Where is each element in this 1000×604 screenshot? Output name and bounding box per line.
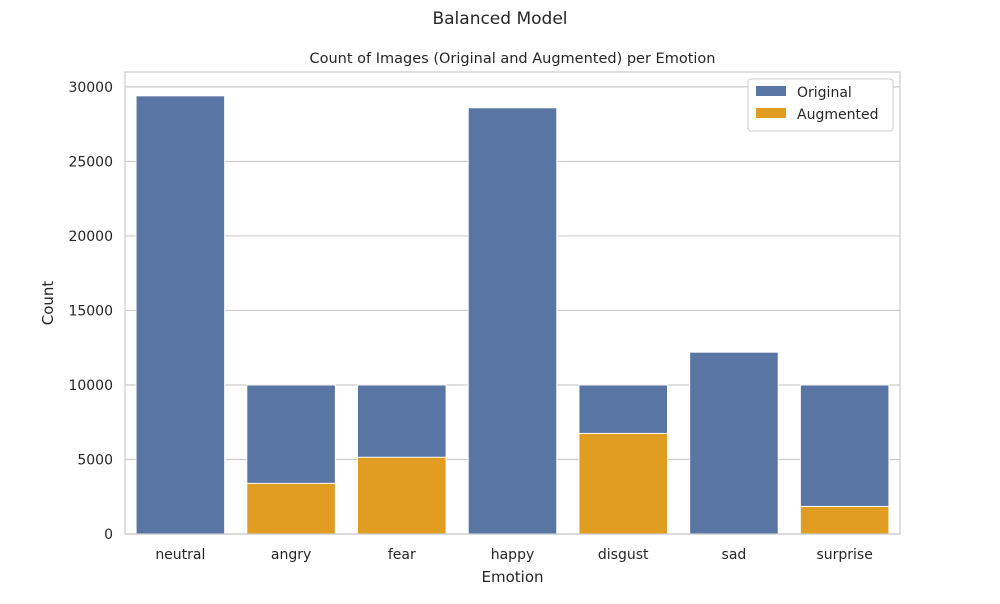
x-tick-label: fear: [388, 547, 416, 563]
bars: [135, 95, 890, 535]
x-tick-label: sad: [722, 547, 747, 563]
y-tick-label: 10000: [68, 378, 113, 394]
figure-suptitle: Balanced Model: [432, 9, 568, 29]
axes-frame: [124, 71, 901, 535]
x-tick-label: angry: [271, 547, 311, 563]
bar-augmented-angry: [246, 482, 336, 535]
bar-original-happy: [467, 107, 558, 535]
x-tick-label: happy: [491, 547, 535, 563]
legend-label-original: Original: [797, 85, 852, 101]
x-tick-label: neutral: [155, 547, 205, 563]
legend-swatch-original: [756, 86, 786, 96]
x-tick-label: disgust: [598, 547, 649, 563]
y-tick-label: 15000: [68, 303, 113, 319]
x-axis-label: Emotion: [482, 568, 544, 586]
legend-label-augmented: Augmented: [797, 107, 878, 123]
bar-augmented-fear: [357, 456, 447, 535]
y-tick-label: 5000: [77, 452, 113, 468]
x-tick-label: surprise: [816, 547, 872, 563]
y-tick-label: 25000: [68, 154, 113, 170]
y-tick-label: 30000: [68, 80, 113, 96]
bar-original-sad: [689, 351, 779, 535]
bar-augmented-surprise: [799, 505, 890, 535]
y-tick-label: 20000: [68, 229, 113, 245]
y-tick-label: 0: [104, 527, 113, 543]
bar-augmented-disgust: [578, 432, 669, 535]
legend: Original Augmented: [747, 78, 894, 132]
bar-original-neutral: [135, 95, 226, 535]
chart-title: Count of Images (Original and Augmented)…: [310, 51, 716, 67]
y-axis-label: Count: [39, 281, 57, 326]
y-tick-labels: 0 5000 10000 15000 20000 25000 30000: [68, 80, 113, 543]
x-tick-labels: neutral angry fear happy disgust sad surprise: [155, 547, 873, 563]
legend-swatch-augmented: [756, 108, 786, 118]
